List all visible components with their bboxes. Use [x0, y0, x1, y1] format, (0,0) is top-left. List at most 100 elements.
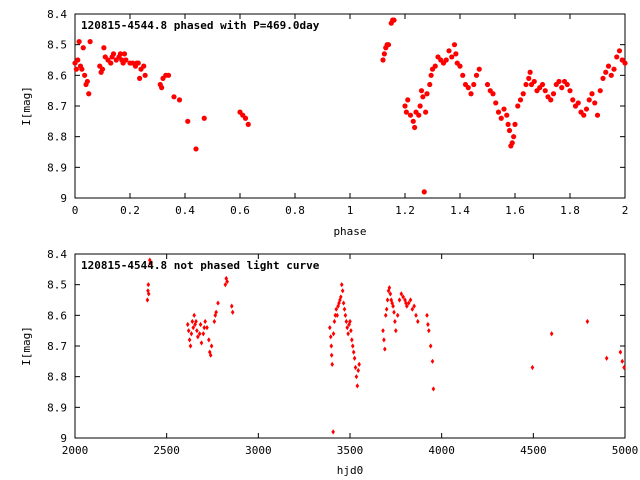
data-point — [202, 325, 207, 331]
data-point — [511, 134, 517, 140]
data-point — [84, 78, 90, 85]
data-point — [410, 306, 415, 312]
data-point — [407, 112, 414, 118]
y-tick-label: 8.5 — [47, 39, 67, 52]
data-point — [381, 51, 387, 57]
data-point — [583, 106, 590, 112]
data-point — [99, 66, 106, 72]
data-point — [199, 340, 204, 346]
data-point — [146, 282, 151, 288]
data-points — [72, 17, 628, 195]
data-point — [350, 343, 355, 349]
data-point — [341, 300, 346, 306]
x-tick-label: 0 — [72, 204, 79, 217]
data-point — [229, 303, 234, 309]
data-point — [403, 109, 409, 115]
data-point — [230, 309, 235, 315]
data-point — [187, 337, 192, 343]
x-axis-label: phase — [333, 225, 366, 238]
unphased-light-curve-panel: 8.4 8.5 8.6 8.7 8.8 8.9 9 2000 2500 3000 3500 4000… — [20, 248, 638, 477]
data-point — [506, 127, 513, 134]
data-point — [383, 346, 387, 352]
phased-light-curve-panel: 8.4 8.5 8.6 8.7 8.8 8.9 9 0 0.2 0.4 0.6 0.8 1 1.2 1.4… — [20, 8, 628, 238]
data-point — [73, 66, 79, 72]
y-tick-label: 9 — [60, 432, 67, 445]
data-point — [343, 312, 348, 318]
data-point — [427, 81, 433, 88]
data-point — [427, 328, 431, 334]
data-point — [331, 429, 335, 435]
data-point — [484, 81, 491, 88]
data-point — [337, 300, 341, 306]
data-point — [600, 75, 606, 81]
data-point — [559, 85, 565, 91]
data-point — [117, 51, 123, 57]
data-point — [344, 318, 349, 325]
data-point — [207, 337, 211, 343]
x-tick-label: 0.4 — [175, 204, 195, 217]
data-point — [194, 318, 198, 325]
data-point — [408, 297, 413, 303]
data-point — [542, 88, 548, 94]
x-tick-label: 1.4 — [450, 204, 470, 217]
data-point — [192, 312, 196, 318]
data-point — [501, 106, 507, 112]
data-point — [191, 325, 196, 331]
data-point — [141, 63, 147, 69]
data-point — [203, 318, 207, 325]
data-point — [423, 109, 429, 115]
y-tick-label: 8.4 — [47, 8, 67, 21]
data-point — [148, 260, 152, 266]
data-point — [616, 48, 623, 54]
data-point — [340, 288, 345, 294]
data-point — [473, 72, 480, 78]
data-point — [328, 325, 332, 331]
data-point — [416, 318, 420, 325]
x-tick-label: 4000 — [428, 444, 455, 457]
data-point — [498, 115, 504, 121]
data-point — [443, 57, 449, 63]
x-tick-label: 0.2 — [120, 204, 140, 217]
data-point — [604, 355, 609, 361]
data-point — [453, 51, 459, 57]
x-tick-label: 1.6 — [505, 204, 525, 217]
data-point — [622, 60, 628, 66]
data-point — [354, 374, 359, 380]
y-tick-label: 8.5 — [47, 279, 67, 292]
data-point — [380, 57, 386, 63]
data-point — [216, 300, 220, 306]
data-point — [549, 331, 554, 337]
y-tick-label: 8.8 — [47, 371, 67, 384]
data-point — [385, 297, 390, 303]
y-tick-label: 8.7 — [47, 340, 67, 353]
data-point — [346, 331, 350, 337]
y-tick-label: 8.4 — [47, 248, 67, 261]
data-point — [330, 361, 335, 367]
data-point — [101, 45, 107, 51]
chart-title: 120815-4544.8 not phased light curve — [81, 259, 320, 272]
data-point — [505, 121, 511, 127]
data-point — [405, 303, 409, 309]
data-point — [345, 325, 350, 331]
data-point — [608, 72, 614, 78]
y-axis-ticks: 8.4 8.5 8.6 8.7 8.8 8.9 9 — [47, 8, 625, 205]
data-point — [468, 91, 474, 97]
data-point — [338, 297, 342, 303]
data-point — [197, 331, 202, 337]
y-tick-label: 8.7 — [47, 100, 67, 113]
data-point — [424, 91, 430, 97]
data-point — [567, 88, 573, 94]
x-tick-label: 3500 — [337, 444, 364, 457]
data-point — [594, 112, 601, 118]
data-point — [515, 103, 521, 109]
data-points — [145, 257, 626, 435]
data-point — [245, 121, 251, 127]
data-point — [402, 103, 408, 109]
data-point — [223, 282, 228, 288]
data-point — [399, 291, 404, 297]
data-point — [185, 118, 191, 124]
data-point — [581, 112, 587, 118]
data-point — [393, 318, 397, 325]
x-tick-label: 3000 — [245, 444, 272, 457]
